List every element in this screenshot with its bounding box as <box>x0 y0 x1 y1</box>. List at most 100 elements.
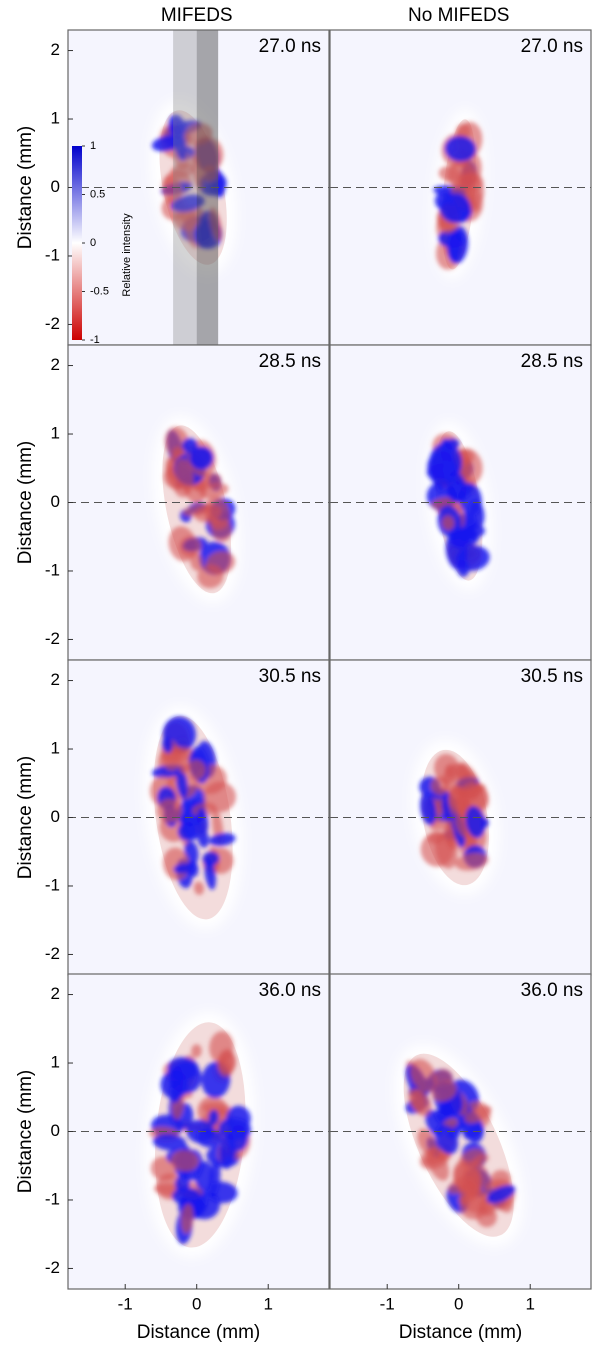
y-axis-label: Distance (mm) <box>15 1070 36 1194</box>
patch <box>162 737 173 754</box>
blob-patches <box>405 1058 516 1228</box>
patch <box>156 798 183 823</box>
y-tick-label: -1 <box>45 560 60 579</box>
patch <box>464 1105 492 1124</box>
column-title: No MIFEDS <box>408 5 509 26</box>
x-tick-label: -1 <box>118 1294 133 1313</box>
panel-frame <box>329 973 592 1290</box>
colorbar-tick-label: 1 <box>90 140 96 152</box>
patch <box>430 776 450 796</box>
patch <box>439 193 471 224</box>
patch <box>448 786 469 811</box>
patch <box>197 829 209 848</box>
patch <box>169 1065 183 1104</box>
patch <box>172 125 187 161</box>
shade-dark <box>196 30 219 345</box>
x-tick-label: 0 <box>454 1294 463 1313</box>
image <box>149 30 237 345</box>
blob-patches <box>148 1031 252 1245</box>
patch <box>431 1080 457 1102</box>
patch <box>152 1134 187 1151</box>
patch <box>455 545 490 571</box>
patch <box>189 446 214 470</box>
patch <box>196 1128 223 1148</box>
patch <box>196 807 209 834</box>
patch <box>219 1133 236 1169</box>
patch <box>180 1203 194 1234</box>
time-label: 27.0 ns <box>259 36 321 57</box>
x-tick-label: 0 <box>192 1294 201 1313</box>
patch <box>170 1149 199 1172</box>
colorbar-tick-label: -1 <box>90 334 100 346</box>
panel: 30.5 ns <box>329 659 592 976</box>
image <box>145 1012 256 1258</box>
patch <box>204 858 216 890</box>
y-tick-label: 1 <box>51 739 60 758</box>
patch <box>408 1088 426 1113</box>
time-label: 30.5 ns <box>259 666 321 687</box>
time-label: 28.5 ns <box>259 351 321 372</box>
y-tick-label: -1 <box>45 875 60 894</box>
y-tick-label: 0 <box>51 177 60 196</box>
y-tick-label: 1 <box>51 424 60 443</box>
patch <box>435 831 458 869</box>
panel: 30.5 ns <box>67 659 330 976</box>
patch <box>171 194 205 213</box>
y-tick-label: -1 <box>45 1189 60 1208</box>
image <box>425 421 493 591</box>
y-tick-label: 1 <box>51 1053 60 1072</box>
patch <box>441 515 455 531</box>
time-label: 36.0 ns <box>521 980 583 1001</box>
patch <box>453 1159 483 1195</box>
y-tick-label: 0 <box>51 1121 60 1140</box>
blob-patches <box>433 121 485 270</box>
y-tick-label: 2 <box>51 984 60 1003</box>
patch <box>174 458 194 492</box>
patch <box>426 1147 450 1181</box>
y-tick-label: 2 <box>51 40 60 59</box>
time-label: 28.5 ns <box>521 351 583 372</box>
colorbar-tick-label: 0.5 <box>90 188 105 200</box>
blob-patches <box>419 753 489 871</box>
blob-patches <box>163 426 236 589</box>
y-tick-label: 1 <box>51 109 60 128</box>
patch <box>186 759 206 780</box>
patch <box>447 160 477 189</box>
shade-light <box>173 30 197 345</box>
patch <box>189 552 204 571</box>
x-tick-label: 1 <box>525 1294 534 1313</box>
blob-patches <box>149 716 237 895</box>
y-tick-label: 2 <box>51 355 60 374</box>
x-axis-label: Distance (mm) <box>137 1322 261 1343</box>
patch <box>490 1169 511 1190</box>
image <box>152 415 241 604</box>
patch <box>191 1044 202 1058</box>
patch <box>178 536 202 557</box>
patch <box>410 1058 437 1093</box>
panel: 28.5 ns <box>67 344 330 661</box>
patch <box>209 833 236 846</box>
x-tick-label: -1 <box>380 1294 395 1313</box>
y-axis-label: Distance (mm) <box>15 756 36 880</box>
patch <box>447 225 469 264</box>
patch <box>426 463 458 479</box>
y-tick-label: -2 <box>45 629 60 648</box>
patch <box>193 881 205 895</box>
patch <box>209 1159 221 1197</box>
y-tick-label: 2 <box>51 670 60 689</box>
panel: 36.0 ns <box>329 973 592 1290</box>
patch <box>465 805 485 839</box>
patch <box>455 852 489 871</box>
patch <box>204 496 230 531</box>
image <box>394 1043 523 1247</box>
y-tick-label: -2 <box>45 944 60 963</box>
patch <box>178 762 189 774</box>
patch <box>203 781 237 813</box>
time-label: 27.0 ns <box>521 36 583 57</box>
patch <box>175 1175 190 1193</box>
y-tick-label: -1 <box>45 245 60 264</box>
colorbar-tick-label: -0.5 <box>90 285 109 297</box>
panel: 36.0 ns <box>67 973 330 1290</box>
patch <box>208 1109 219 1126</box>
